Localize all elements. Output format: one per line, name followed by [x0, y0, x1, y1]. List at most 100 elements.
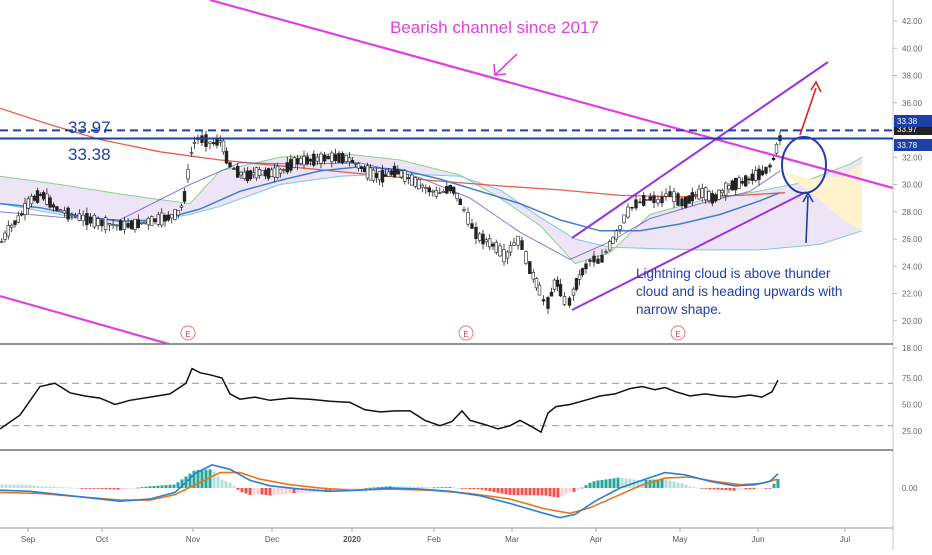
candle-body — [477, 233, 482, 241]
macd-bar — [500, 488, 504, 494]
macd-bar — [724, 488, 728, 491]
candle-body — [100, 219, 104, 227]
cloud-note-line-2: cloud and is heading upwards with — [636, 284, 842, 299]
macd-bar — [328, 488, 332, 493]
macd-bar — [760, 488, 764, 489]
candle-body — [611, 236, 615, 244]
earnings-marker[interactable] — [670, 325, 686, 341]
candle-body — [41, 192, 46, 200]
macd-bar — [404, 486, 408, 488]
macd-bar — [352, 488, 356, 489]
macd-bar — [216, 476, 220, 488]
price-tick-label: 30.00 — [902, 181, 923, 190]
macd-bar — [772, 483, 776, 488]
candle-body — [350, 160, 355, 164]
earnings-marker-label: E — [675, 330, 680, 339]
candle-body — [574, 278, 579, 290]
cloud-note-line-1: Lightning cloud is above thunder — [636, 266, 831, 281]
candle-body — [491, 243, 495, 247]
macd-bar — [208, 469, 212, 488]
macd-bar — [528, 488, 532, 496]
candle-body — [111, 224, 115, 226]
macd-bar — [456, 487, 460, 489]
macd-bar — [488, 488, 492, 492]
macd-bar — [236, 488, 240, 490]
macd-bar — [548, 488, 552, 497]
candle-body — [58, 209, 63, 212]
macd-bar — [444, 487, 448, 488]
macd-bar — [364, 488, 368, 489]
candle-body — [189, 152, 194, 154]
candle-body — [0, 241, 4, 243]
macd-bar — [512, 488, 516, 496]
candle-body — [62, 210, 67, 214]
candle-body — [441, 191, 445, 193]
candle-body — [431, 190, 435, 193]
candle-body — [146, 218, 150, 226]
price-tick-label: 36.00 — [902, 99, 923, 108]
candle-body — [607, 241, 612, 251]
candles — [0, 130, 782, 314]
candle-body — [308, 158, 313, 162]
price-axis: 42.0040.0038.0036.0034.0032.0030.0028.00… — [893, 17, 923, 353]
candle-body — [88, 216, 93, 224]
candle-body — [248, 170, 253, 180]
candle-body — [596, 258, 600, 264]
macd-bar — [636, 480, 640, 488]
candle-body — [648, 196, 653, 201]
macd-bar — [704, 488, 708, 489]
candle-body — [218, 140, 222, 143]
candle-body — [160, 212, 164, 226]
macd-bar — [580, 487, 584, 489]
macd-bar — [96, 488, 100, 489]
candle-body — [13, 220, 17, 225]
candle-body — [481, 233, 485, 245]
macd-bar — [612, 478, 616, 488]
time-tick-label: Feb — [427, 535, 441, 544]
macd-bar — [572, 488, 576, 492]
macd-bar — [104, 488, 108, 490]
macd-bar — [520, 488, 524, 496]
macd-bar — [16, 484, 20, 488]
rising-channel-upper-line — [571, 61, 829, 239]
macd-bar — [36, 486, 40, 488]
ichimoku-cloud — [0, 152, 863, 265]
candle-body — [32, 195, 37, 201]
candle-body — [562, 295, 567, 305]
candle-body — [690, 192, 695, 202]
candle-body — [236, 165, 240, 178]
macd-bar — [648, 479, 652, 488]
earnings-marker[interactable] — [180, 325, 196, 341]
candle-body — [45, 193, 49, 205]
candle-body — [182, 191, 187, 202]
price-badge-label: 33.38 — [897, 117, 918, 126]
macd-bar — [596, 480, 600, 488]
macd-bar — [212, 471, 216, 488]
macd-bar — [196, 469, 200, 488]
macd-bar — [584, 485, 588, 488]
macd-bar — [692, 487, 696, 488]
macd-bar — [476, 488, 480, 490]
macd-bar — [652, 479, 656, 488]
candle-body — [51, 204, 56, 208]
candle-body — [215, 138, 219, 146]
macd-bar — [564, 488, 568, 495]
macd-bar — [628, 478, 632, 488]
candle-body — [77, 213, 82, 221]
candle-body — [107, 223, 112, 226]
candle-body — [359, 166, 364, 170]
candle-body — [406, 177, 410, 179]
earnings-marker[interactable] — [458, 325, 474, 341]
macd-bar — [396, 486, 400, 488]
candle-body — [170, 214, 174, 219]
price-badge-label: 33.97 — [897, 125, 918, 134]
candle-body — [204, 134, 208, 147]
macd-bar — [416, 486, 420, 488]
macd-bar — [532, 488, 536, 496]
macd-bar — [420, 486, 424, 488]
candle-body — [35, 190, 40, 203]
macd-bar — [192, 470, 196, 488]
macd-bar — [656, 479, 660, 488]
cloud-future — [780, 164, 862, 231]
